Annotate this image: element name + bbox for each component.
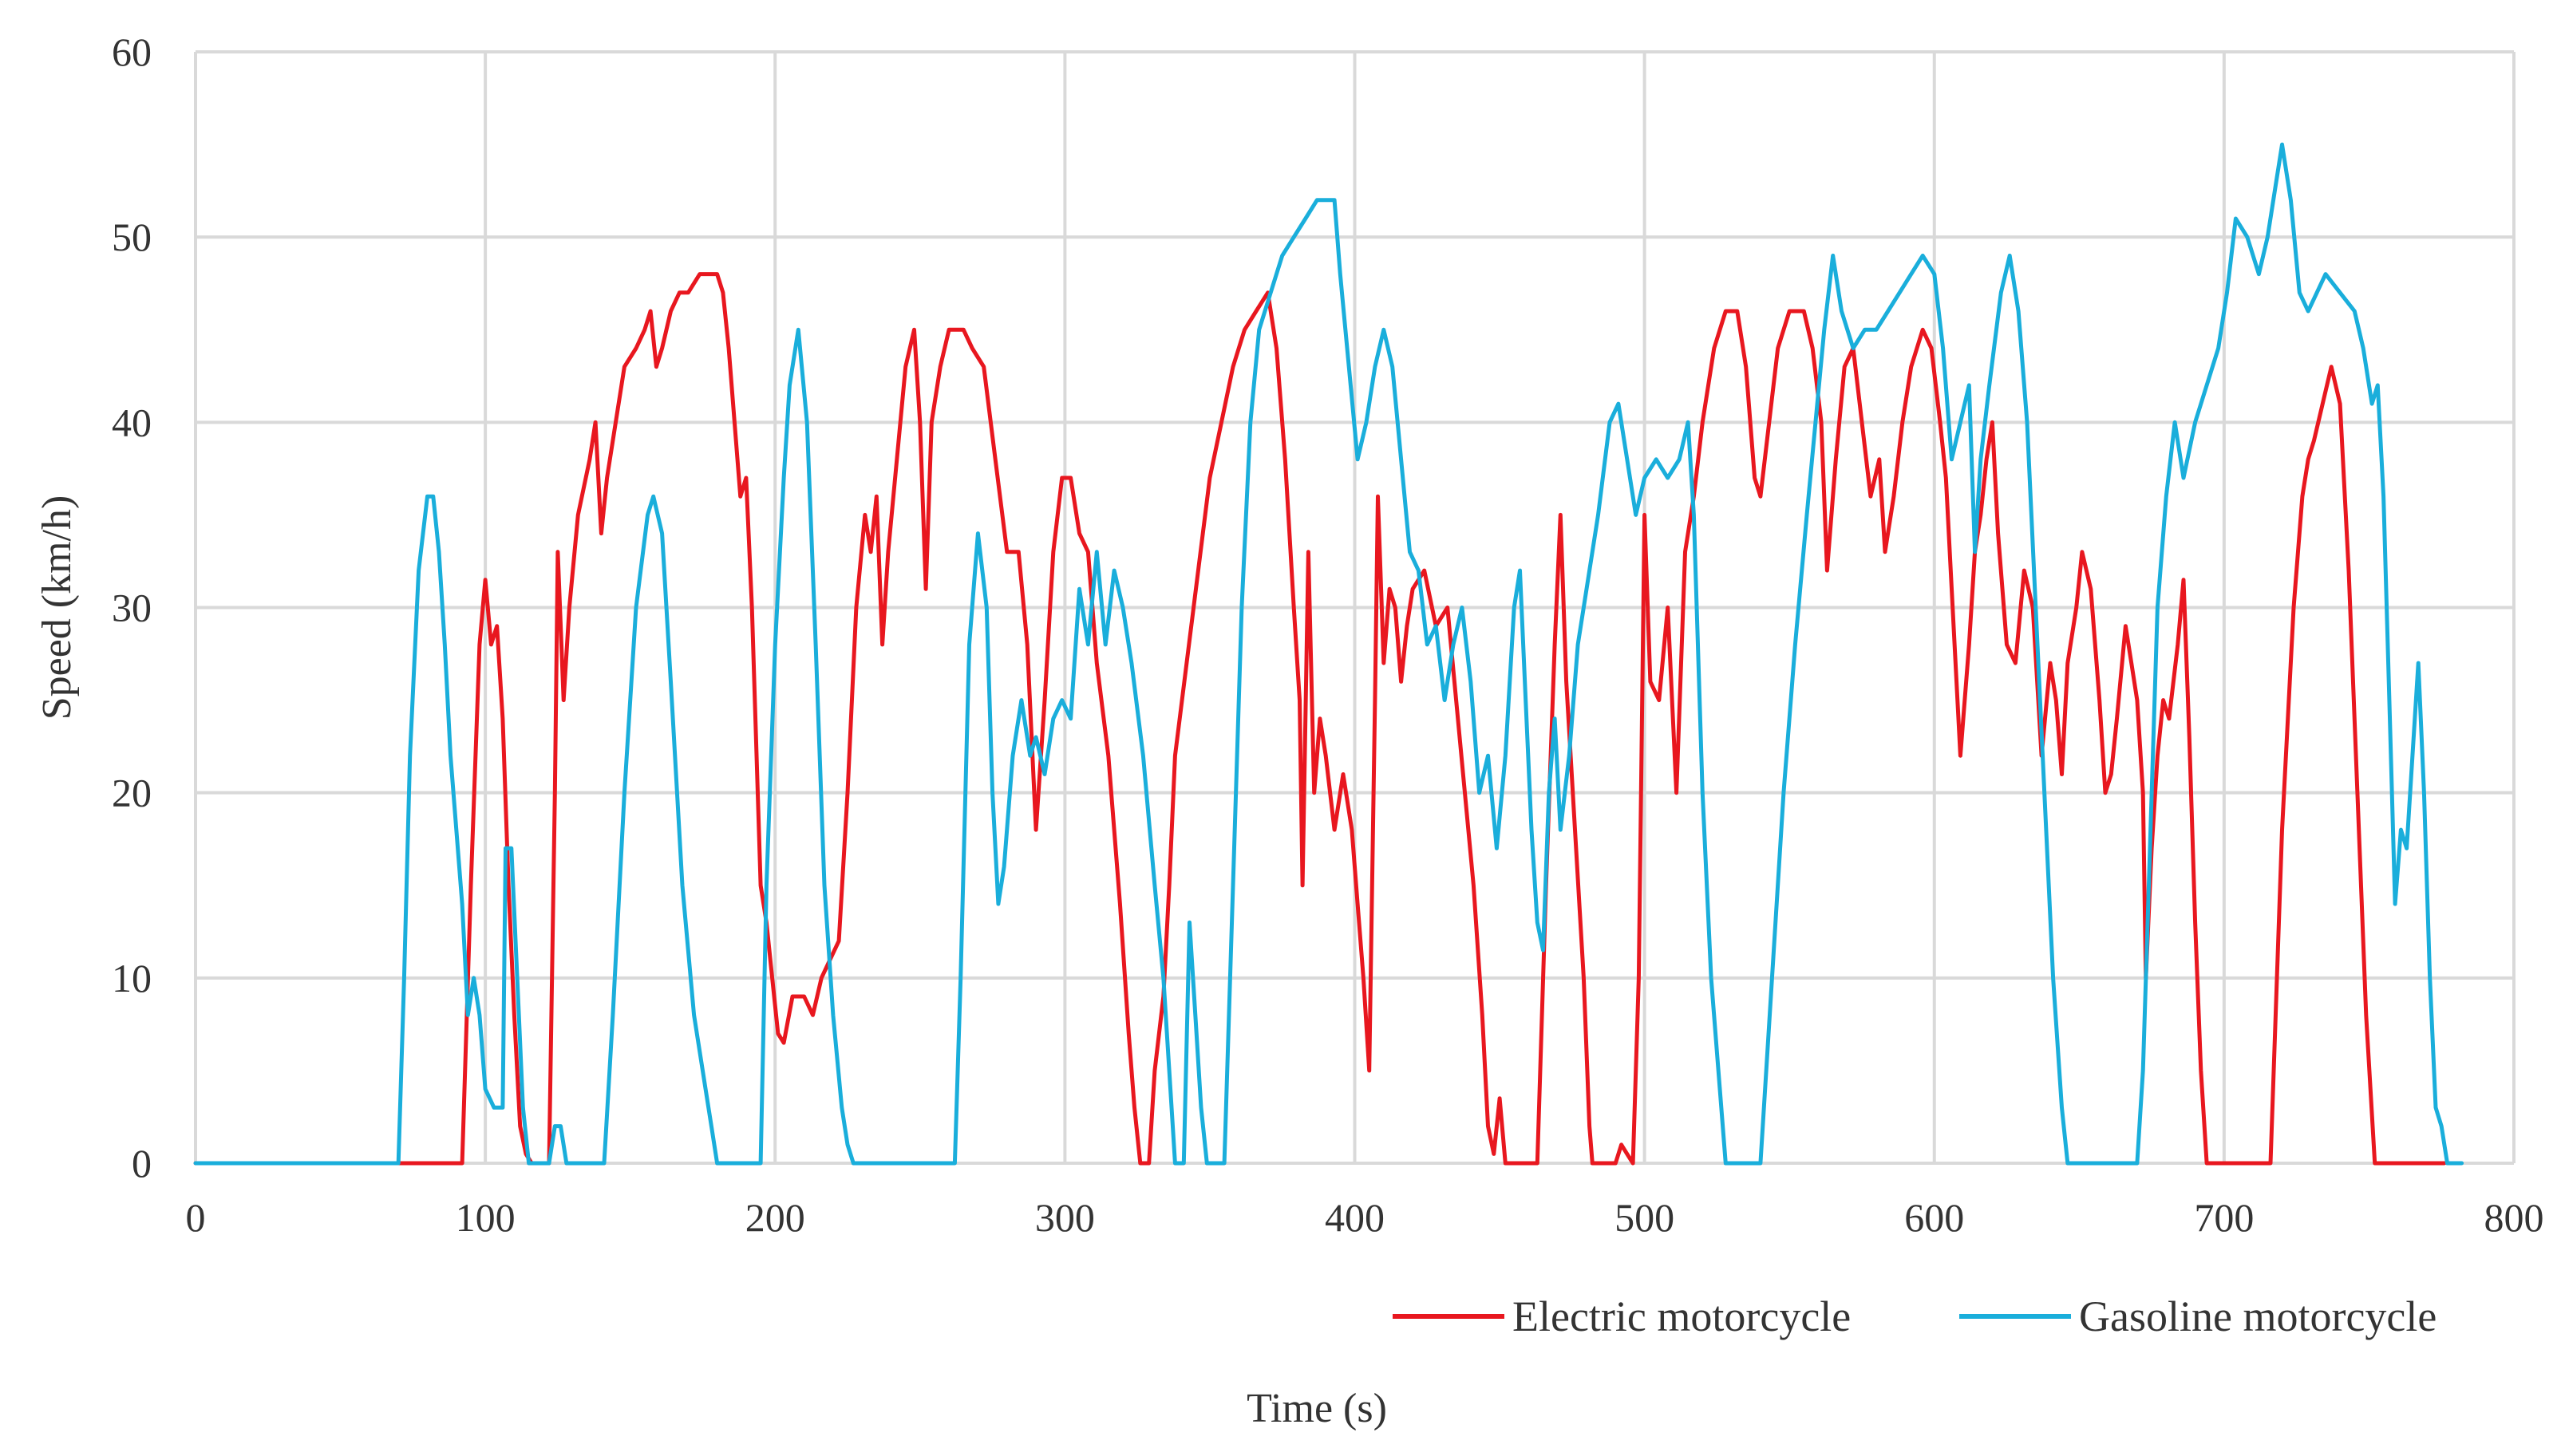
x-axis-title: Time (s): [1247, 1386, 1387, 1431]
x-tick-label-700: 700: [2194, 1195, 2254, 1240]
legend-label-electric-motorcycle: Electric motorcycle: [1512, 1292, 1851, 1340]
y-axis-title: Speed (km/h): [34, 495, 80, 720]
y-tick-label-10: 10: [112, 956, 152, 1000]
x-tick-label-800: 800: [2484, 1195, 2544, 1240]
y-tick-label-60: 60: [112, 30, 152, 74]
y-tick-label-30: 30: [112, 586, 152, 630]
x-tick-label-200: 200: [745, 1195, 805, 1240]
x-tick-label-600: 600: [1904, 1195, 1964, 1240]
y-tick-label-40: 40: [112, 400, 152, 444]
x-tick-label-300: 300: [1035, 1195, 1095, 1240]
y-tick-label-50: 50: [112, 215, 152, 259]
series-layer: [193, 142, 2464, 1166]
series-line-gasoline-motorcycle: [193, 142, 2464, 1166]
y-tick-label-20: 20: [112, 771, 152, 815]
grid: [194, 50, 2516, 1165]
legend-label-gasoline-motorcycle: Gasoline motorcycle: [2079, 1292, 2437, 1340]
y-tick-label-0: 0: [132, 1141, 152, 1186]
x-tick-label-500: 500: [1614, 1195, 1674, 1240]
series-line-electric-motorcycle: [193, 272, 2447, 1166]
x-tick-label-400: 400: [1325, 1195, 1385, 1240]
legend: Electric motorcycle Gasoline motorcycle: [1393, 1292, 2437, 1340]
x-tick-label-0: 0: [186, 1195, 206, 1240]
x-tick-label-100: 100: [456, 1195, 516, 1240]
